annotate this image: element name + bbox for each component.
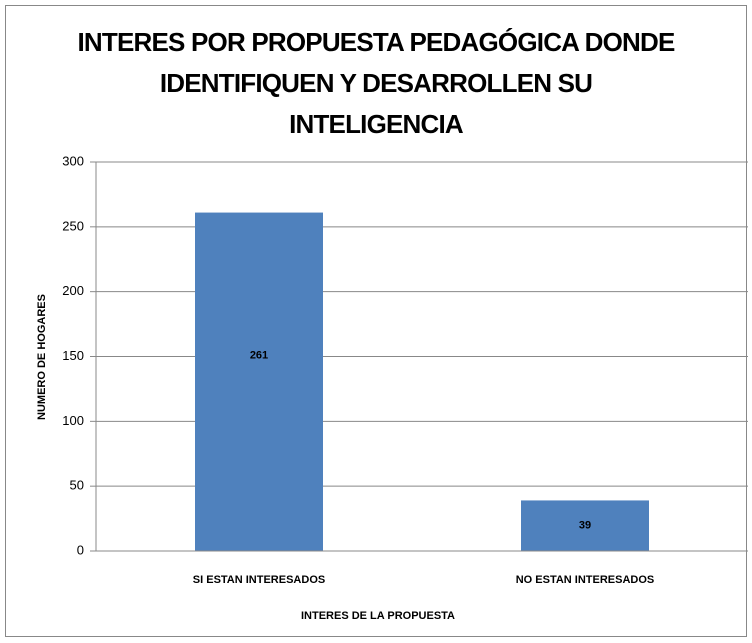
data-label: 261 (250, 350, 268, 362)
y-tick-label: 200 (62, 283, 84, 298)
y-tick-label: 0 (77, 542, 84, 557)
x-tick-label: SI ESTAN INTERESADOS (193, 574, 325, 586)
y-tick-label: 100 (62, 413, 84, 428)
data-label: 39 (579, 520, 591, 532)
bar (195, 212, 323, 551)
y-tick-label: 50 (70, 478, 84, 493)
y-tick-label: 250 (62, 218, 84, 233)
chart-title: INTERES POR PROPUESTA PEDAGÓGICA DONDE I… (77, 27, 675, 139)
x-axis-label: INTERES DE LA PROPUESTA (301, 610, 455, 622)
y-tick-label: 150 (62, 348, 84, 363)
x-tick-label: NO ESTAN INTERESADOS (516, 574, 655, 586)
bar (521, 500, 649, 551)
y-tick-label: 300 (62, 153, 84, 168)
chart-border (5, 5, 747, 637)
y-axis-label: NUMERO DE HOGARES (36, 294, 48, 420)
